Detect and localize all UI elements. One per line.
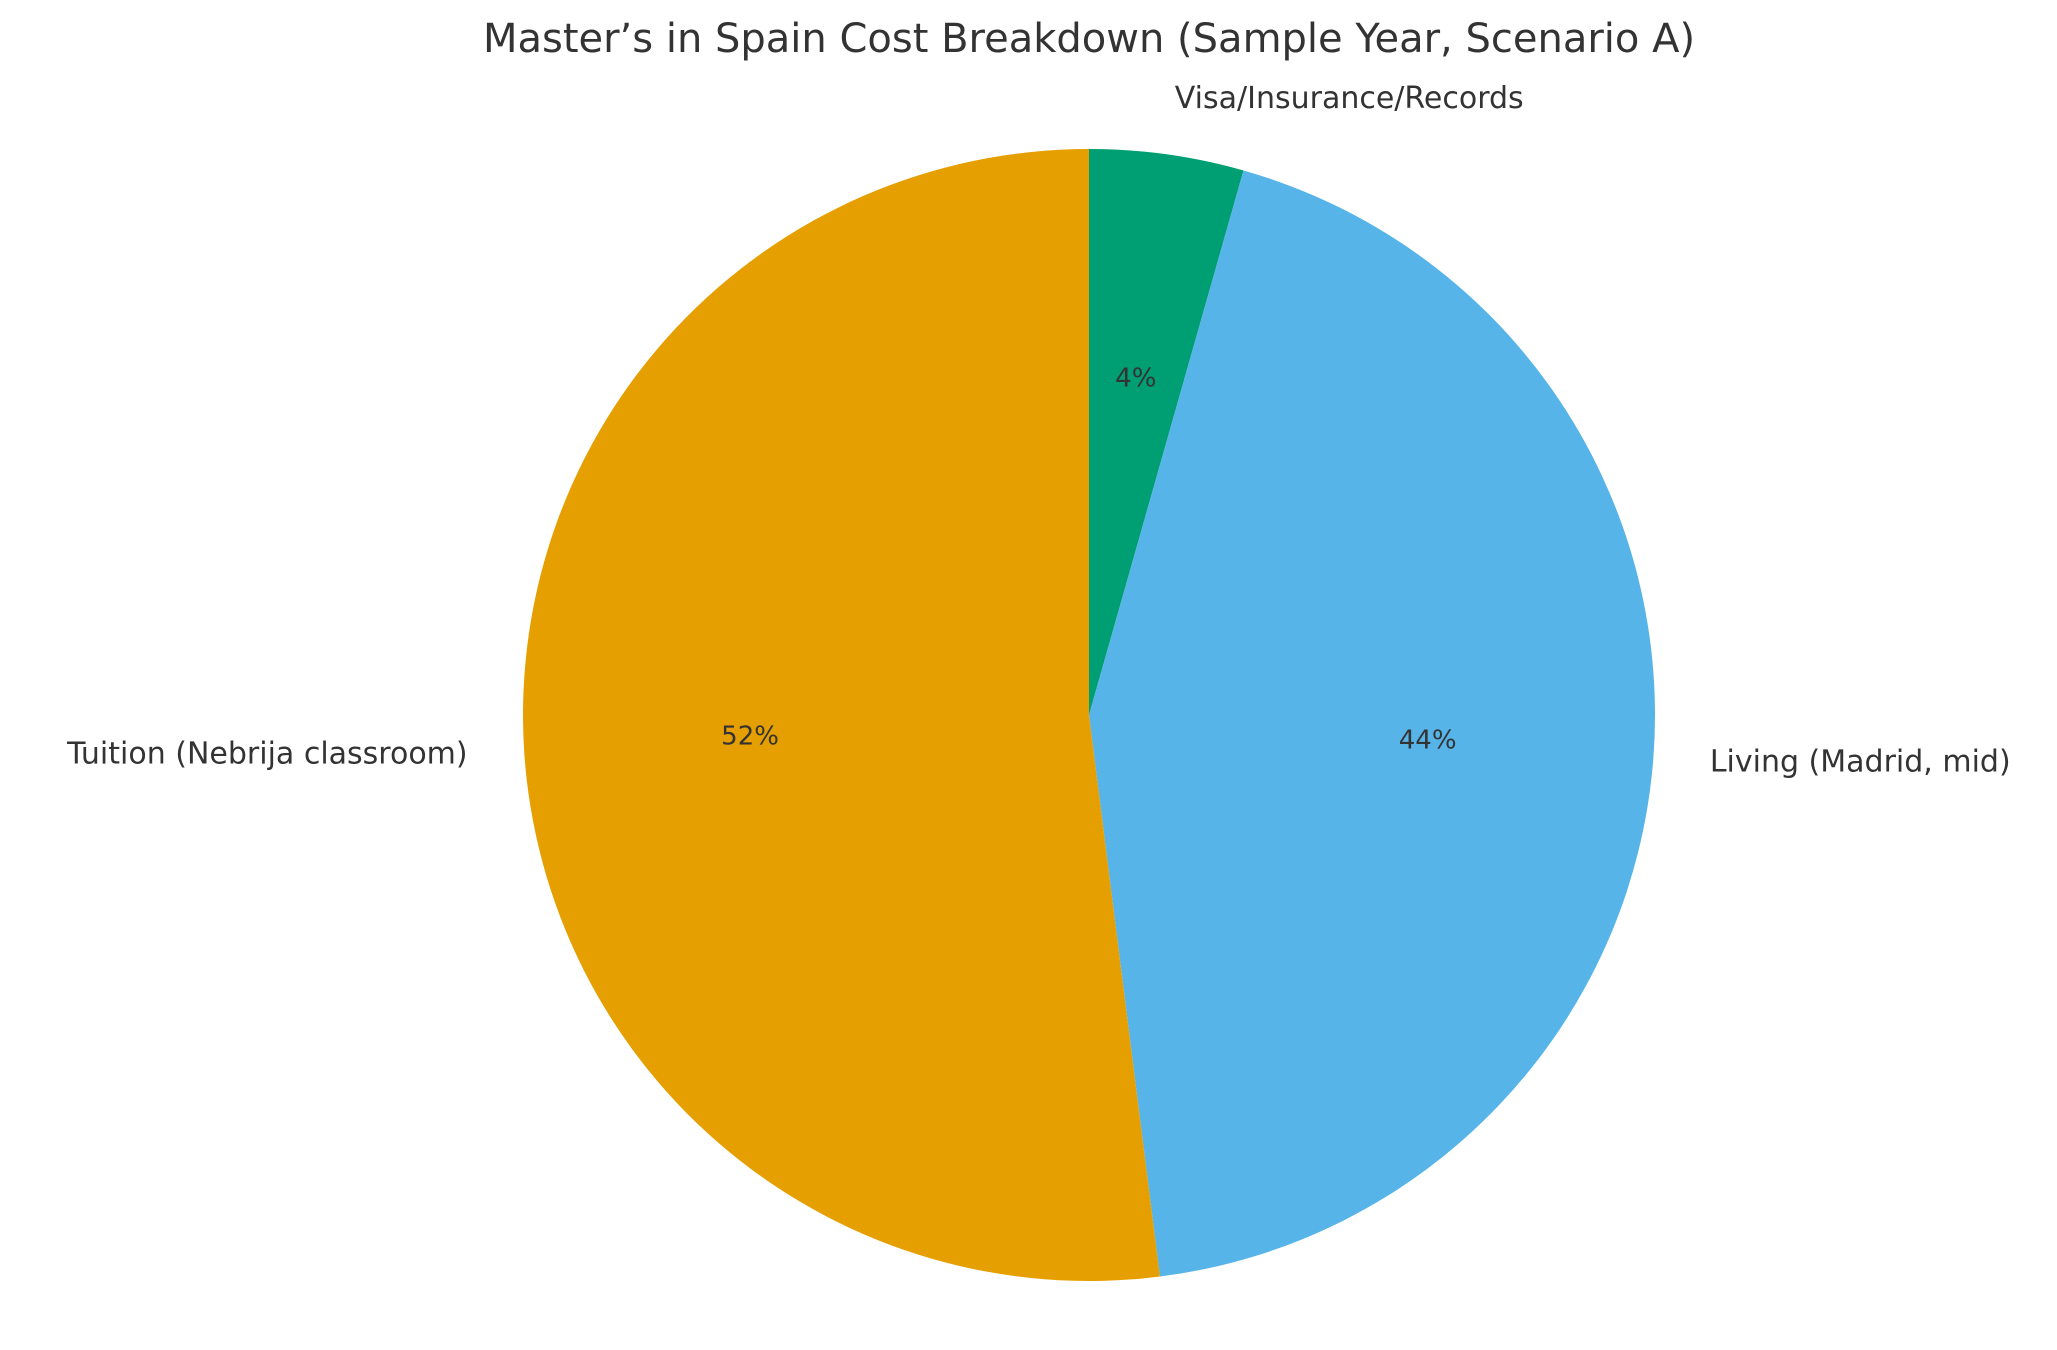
slice-pct-label-0: 4% bbox=[1115, 364, 1156, 394]
slice-pct-label-2: 52% bbox=[721, 721, 779, 751]
slice-label-2: Tuition (Nebrija classroom) bbox=[66, 737, 467, 772]
chart-title: Master’s in Spain Cost Breakdown (Sample… bbox=[483, 16, 1695, 62]
pie-slice-1 bbox=[1089, 170, 1655, 1277]
slice-label-0: Visa/Insurance/Records bbox=[1175, 81, 1524, 116]
pie-slices bbox=[523, 149, 1655, 1281]
slice-label-1: Living (Madrid, mid) bbox=[1710, 744, 2011, 779]
slice-pct-label-1: 44% bbox=[1399, 726, 1457, 756]
pie-labels: Visa/Insurance/Records 4% Living (Madrid, … bbox=[66, 81, 2011, 780]
pie-slice-0 bbox=[1089, 149, 1244, 715]
pie-slice-2 bbox=[523, 149, 1160, 1281]
